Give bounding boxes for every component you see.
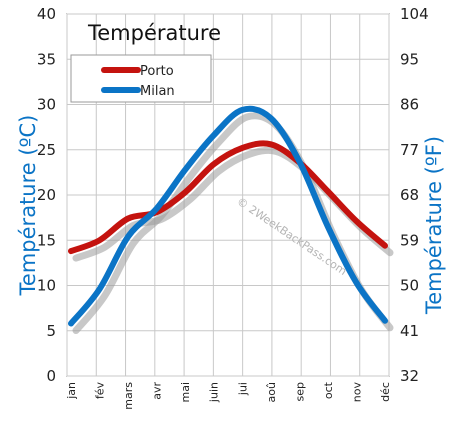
x-tick-label: nov <box>350 382 363 403</box>
y-tick-label-right: 50 <box>400 277 419 295</box>
y-tick-label-left: 15 <box>37 231 56 249</box>
series-lines <box>68 105 388 327</box>
series-line-porto <box>68 140 388 255</box>
x-tick-label: jui <box>236 382 249 396</box>
x-tick-label: juin <box>208 382 221 403</box>
y-tick-label-right: 95 <box>400 50 419 68</box>
y-tick-label-right: 77 <box>400 141 419 159</box>
x-tick-label: jan <box>65 382 78 400</box>
legend-label-milan: Milan <box>140 84 175 99</box>
y-tick-label-right: 68 <box>400 186 419 204</box>
x-tick-label: mai <box>179 382 192 403</box>
x-axis: jan fév mars avr mai juin jui aoû sep oct nov déc <box>65 381 392 409</box>
y-tick-label-left: 0 <box>46 367 56 385</box>
y-axis-title-left: Température (ºC) <box>16 115 40 297</box>
legend-label-porto: Porto <box>140 64 174 79</box>
y-axis-left: 0 5 10 15 20 25 30 35 40 <box>37 5 56 385</box>
x-tick-label: sep <box>293 382 306 401</box>
series-line-milan <box>68 105 388 327</box>
x-tick-label: déc <box>379 382 392 402</box>
y-tick-label-right: 86 <box>400 96 419 114</box>
x-tick-label: oct <box>322 381 335 399</box>
y-tick-label-left: 35 <box>37 50 56 68</box>
y-tick-label-left: 5 <box>46 322 56 340</box>
y-axis-right: 32 41 50 59 68 77 86 95 104 <box>400 5 429 385</box>
y-tick-label-right: 104 <box>400 5 429 23</box>
y-tick-label-right: 32 <box>400 367 419 385</box>
y-tick-label-left: 30 <box>37 96 56 114</box>
y-tick-label-left: 25 <box>37 141 56 159</box>
legend: Porto Milan <box>70 54 212 103</box>
y-tick-label-right: 41 <box>400 322 419 340</box>
chart-title: Température <box>87 21 221 45</box>
x-tick-label: fév <box>94 382 107 400</box>
y-tick-label-left: 20 <box>37 186 56 204</box>
x-tick-label: mars <box>122 382 135 410</box>
x-tick-label: avr <box>151 382 164 400</box>
y-tick-label-left: 40 <box>37 5 56 23</box>
legend-box <box>70 54 212 103</box>
x-tick-label: aoû <box>265 382 278 402</box>
y-tick-label-left: 10 <box>37 277 56 295</box>
y-axis-title-right: Température (ºF) <box>422 136 446 315</box>
y-tick-label-right: 59 <box>400 231 419 249</box>
